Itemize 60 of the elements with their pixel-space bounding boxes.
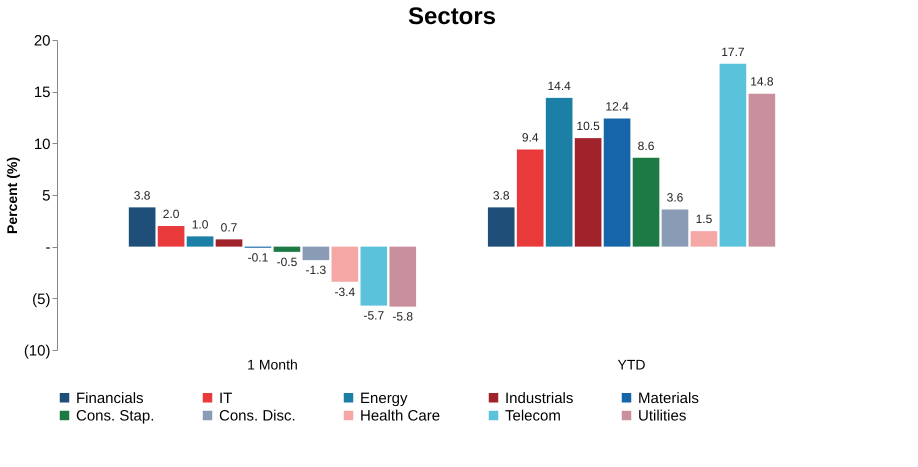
data-label: -5.8 [392,310,414,324]
bar [302,246,330,260]
legend-label: Industrials [505,390,574,407]
data-label: 12.4 [605,100,630,114]
data-label: -1.3 [306,263,327,278]
bar [158,226,184,247]
y-tick-label: (5) [32,290,50,308]
x-tick-label: YTD [618,356,646,372]
bar [216,239,242,247]
chart-title: Sectors [408,3,496,30]
data-label: -5.7 [363,308,384,323]
bar [546,98,572,247]
bar [632,158,660,247]
data-label: 3.8 [134,188,151,202]
data-label: 14.4 [547,78,572,93]
y-tick-label: 5 [42,188,50,204]
bar [720,64,746,247]
legend-label: Utilities [638,408,686,424]
bar [574,138,602,247]
y-tick-label: 10 [34,136,50,153]
data-label: 3.6 [666,190,684,204]
bar [389,246,416,307]
data-label: 1.0 [192,217,209,232]
x-tick-label: 1 Month [247,356,298,372]
bar [488,207,515,247]
data-label: 3.8 [492,188,510,202]
legend-label: IT [219,390,232,407]
legend-label: Telecom [505,408,561,424]
bar [332,246,358,282]
y-tick-label: - [46,239,50,256]
data-label: -0.5 [276,254,298,269]
data-label: 2.0 [162,207,180,221]
legend-label: Financials [76,390,144,407]
data-label: 8.6 [638,138,655,153]
data-label: 10.5 [576,119,600,134]
data-label: -0.1 [248,250,269,265]
y-tick-label: (10) [24,342,50,360]
bar [360,246,388,306]
data-label: 17.7 [721,44,745,59]
bar [748,94,776,247]
legend-label: Cons. Disc. [219,408,296,424]
y-axis-title: Percent (%) [4,156,20,234]
data-label: 9.4 [522,130,539,145]
data-label: 1.5 [696,212,713,226]
bar [662,209,688,247]
bar [128,207,156,247]
bar [274,246,300,252]
legend-label: Energy [360,390,408,407]
bar [516,150,544,247]
data-label: 0.7 [220,220,238,234]
y-tick-label: 20 [34,32,50,50]
legend-label: Materials [638,390,699,407]
bar [604,118,630,247]
legend-label: Health Care [360,408,440,424]
bar [690,231,718,247]
y-tick-label: 15 [34,84,50,102]
legend-label: Cons. Stap. [76,408,154,424]
data-label: 14.8 [750,74,774,89]
data-label: -3.4 [334,284,356,299]
bar [186,236,214,247]
